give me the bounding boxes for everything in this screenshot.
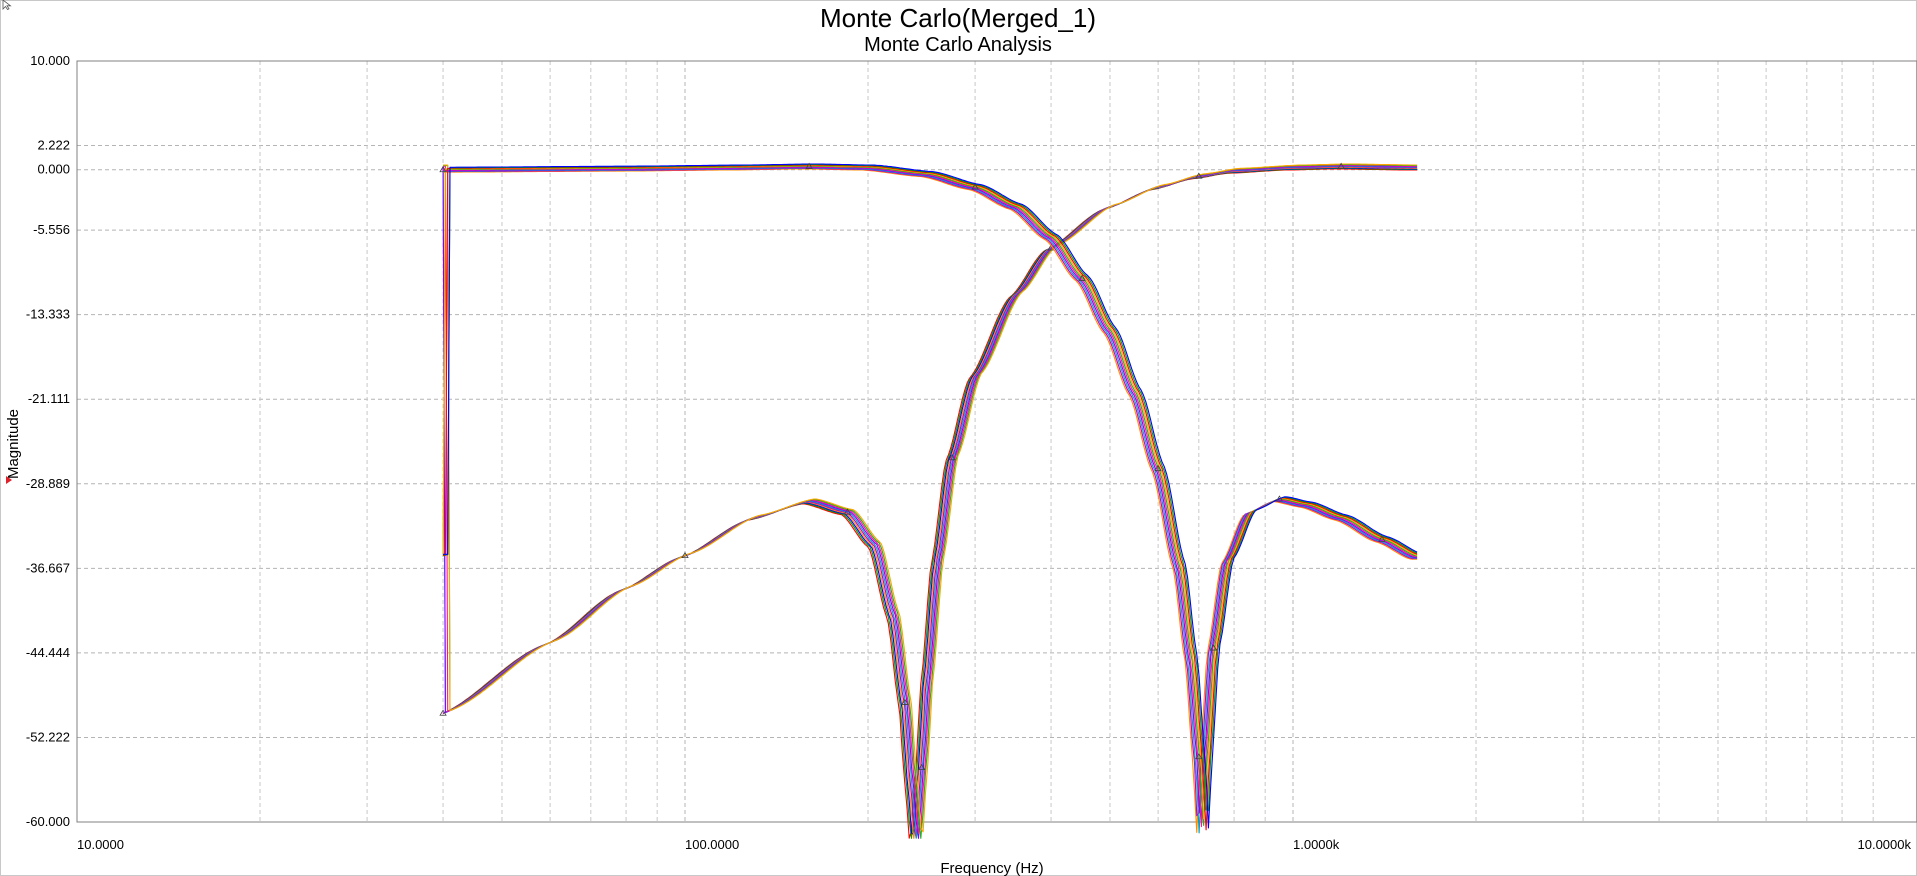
y-tick-label: -5.556 xyxy=(33,222,70,237)
x-tick-label: 100.0000 xyxy=(685,837,739,852)
x-axis-label: Frequency (Hz) xyxy=(940,860,1043,876)
data-point-marker xyxy=(1275,495,1284,502)
y-tick-label: -44.444 xyxy=(26,645,70,660)
y-axis-ticks: 10.000 2.222 0.000 -5.556 -13.333 -21.111 -28.… xyxy=(26,53,70,829)
x-tick-label: 1.0000k xyxy=(1293,837,1340,852)
curves xyxy=(439,162,1418,839)
y-axis-marker-icon xyxy=(6,476,12,484)
monte-carlo-run-curve xyxy=(443,164,1418,812)
mouse-cursor-icon xyxy=(2,0,12,10)
data-point-marker xyxy=(439,709,447,716)
chart-subtitle: Monte Carlo Analysis xyxy=(864,34,1052,56)
x-axis-ticks: 10.0000 100.0000 1.0000k 10.0000k xyxy=(77,837,1911,852)
data-point-marker xyxy=(439,165,447,173)
y-axis-label: Magnitude xyxy=(5,409,22,479)
y-tick-label: -28.889 xyxy=(26,476,70,491)
data-point-marker xyxy=(681,551,689,559)
y-tick-label: -21.111 xyxy=(28,391,70,406)
data-point-marker xyxy=(948,454,956,461)
monte-carlo-run-curve xyxy=(443,163,1418,833)
x-tick-label: 10.0000 xyxy=(77,837,124,852)
plot-area[interactable] xyxy=(76,60,1917,823)
monte-carlo-run-curve xyxy=(443,163,1418,829)
data-point-marker xyxy=(1195,752,1203,760)
data-point-marker xyxy=(1378,535,1386,542)
data-point-marker xyxy=(1078,274,1086,281)
y-tick-label: -60.000 xyxy=(26,814,70,829)
data-point-marker xyxy=(1154,464,1162,472)
y-tick-label: 10.000 xyxy=(30,53,70,68)
data-point-marker xyxy=(805,162,813,169)
data-point-marker xyxy=(971,183,979,190)
y-tick-label: 0.000 xyxy=(37,162,70,177)
data-point-marker xyxy=(843,508,852,515)
x-tick-label: 10.0000k xyxy=(1858,837,1912,852)
data-point-marker xyxy=(917,763,926,771)
grid xyxy=(76,60,1917,823)
y-tick-label: 2.222 xyxy=(37,138,70,153)
chart-title: Monte Carlo(Merged_1) xyxy=(820,3,1096,33)
data-point-marker xyxy=(1195,172,1203,179)
data-point-marker xyxy=(1337,162,1345,169)
y-tick-label: -13.333 xyxy=(26,307,70,322)
y-tick-label: -36.667 xyxy=(26,560,70,575)
data-point-marker xyxy=(1209,644,1218,651)
y-tick-label: -52.222 xyxy=(26,729,70,744)
data-point-marker xyxy=(901,698,909,705)
